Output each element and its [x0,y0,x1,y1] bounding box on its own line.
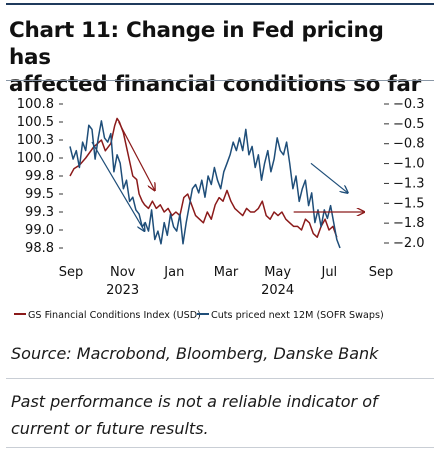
series-line-1 [69,117,338,238]
chart-arrows [91,121,364,231]
divider [6,378,434,379]
x-year-label: 2023 [106,283,139,298]
left-tick-label: 99.5 [25,187,54,202]
chart-title-line1: Chart 11: Change in Fed pricing has [9,18,384,70]
x-tick-label: Sep [59,265,84,280]
right-tick-label: −1.3 [393,176,425,191]
right-tick-label: −0.8 [393,137,425,152]
chart-legend: GS Financial Conditions Index (USD) Cuts … [14,310,384,321]
left-tick-label: 100.0 [17,151,54,166]
x-year-label: 2024 [261,283,294,298]
right-tick-label: −1.8 [393,216,425,231]
right-tick-label: −0.5 [393,117,425,132]
x-tick-label: Mar [214,265,239,280]
annotation-arrow [91,141,145,231]
title-rule [6,80,434,81]
x-tick-label: Jul [320,265,337,280]
chart-lines [69,117,341,249]
x-tick-label: May [264,265,291,280]
right-tick-label: −1.0 [393,157,425,172]
source-note: Source: Macrobond, Bloomberg, Danske Ban… [11,344,379,363]
line-chart: 100.8 100.5 100.3 100.0 99.8 99.5 99.3 99.0 98.8… [14,97,425,321]
legend-label-2: Cuts priced next 12M (SOFR Swaps) [211,310,384,321]
right-tick-label: −2.0 [393,236,425,251]
right-tick-label: −1.5 [393,196,425,211]
left-tick-label: 98.8 [25,241,54,256]
annotation-arrow [310,162,348,193]
left-tick-label: 100.8 [17,97,54,112]
x-tick-label: Nov [110,265,136,280]
left-tick-label: 99.8 [25,169,54,184]
left-tick-label: 99.3 [25,205,54,220]
disclaimer-note: Past performance is not a reliable indic… [11,392,378,438]
chart-axes: 100.8 100.5 100.3 100.0 99.8 99.5 99.3 99.0 98.8… [17,97,425,298]
chart-title-line2: affected financial conditions so far [9,72,421,97]
series-line-2 [69,120,341,249]
left-tick-label: 99.0 [25,223,54,238]
left-tick-label: 100.5 [17,115,54,130]
chart-title: Chart 11: Change in Fed pricing has affe… [9,17,429,98]
legend-label-1: GS Financial Conditions Index (USD) [28,310,201,321]
bottom-rule [6,447,434,448]
right-tick-label: −0.3 [393,97,425,112]
x-tick-label: Jan [163,265,184,280]
left-tick-label: 100.3 [17,133,54,148]
annotation-arrow [118,121,155,190]
top-rule [6,3,434,5]
x-tick-label: Sep [369,265,394,280]
